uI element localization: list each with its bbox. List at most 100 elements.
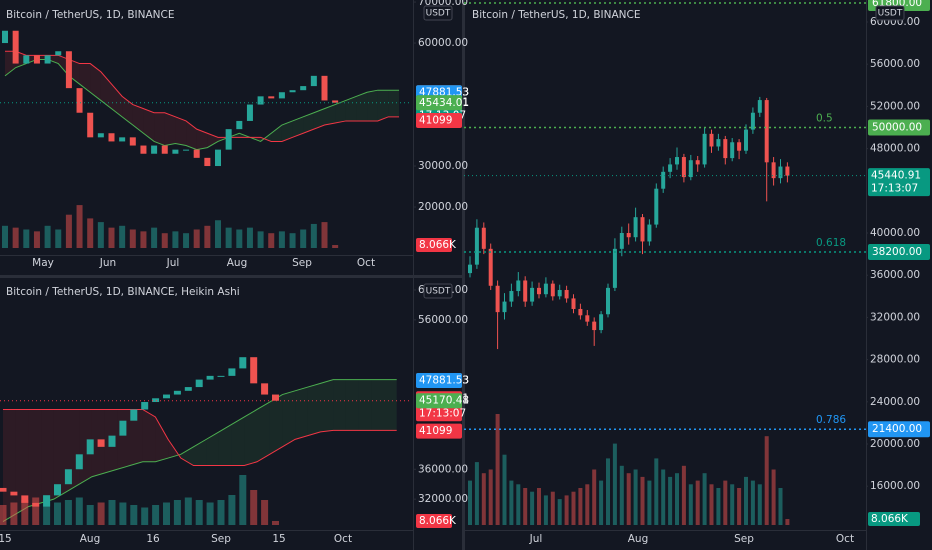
candle-body xyxy=(654,188,659,225)
volume-bar xyxy=(757,484,762,525)
candle-body xyxy=(675,157,679,165)
candle-body xyxy=(564,289,569,299)
price-tag-label: 21400.00 xyxy=(872,423,922,435)
cloud-fill xyxy=(196,129,208,150)
x-tick-label: Sep xyxy=(211,533,231,545)
candle-body xyxy=(481,227,486,249)
y-tick-label: 28000.00 xyxy=(870,354,920,366)
volume-bar xyxy=(21,500,29,525)
candle-body xyxy=(785,166,790,176)
pane xyxy=(0,357,397,525)
cloud-fill xyxy=(142,409,156,462)
candle-body xyxy=(502,301,507,313)
fib-level: 0.5 xyxy=(816,113,833,125)
cloud-fill xyxy=(186,120,197,150)
volume-bar xyxy=(310,223,317,248)
volume-bar xyxy=(54,502,61,525)
volume-tag xyxy=(868,512,920,527)
candle-body xyxy=(716,139,721,147)
price-tag-label: 41099 xyxy=(419,425,452,437)
candle-body xyxy=(578,308,583,316)
volume-bar xyxy=(564,495,569,525)
volume-bar xyxy=(300,229,307,248)
volume-bar xyxy=(33,231,40,248)
pane-title: Bitcoin / TetherUS, 1D, BINANCE xyxy=(472,9,640,21)
volume-bar xyxy=(675,473,679,525)
pane xyxy=(2,30,400,248)
price-tag xyxy=(868,243,930,260)
cloud-fill xyxy=(231,416,245,466)
volume-bar xyxy=(172,231,179,248)
candle-body xyxy=(108,435,116,447)
cloud-fill xyxy=(100,71,112,109)
x-tick-label: Aug xyxy=(628,533,649,545)
candle-body xyxy=(268,96,275,99)
currency-box xyxy=(423,283,453,299)
volume-bar xyxy=(10,502,18,525)
cloud-fill xyxy=(28,409,42,507)
cloud-fill xyxy=(377,90,389,121)
price-tag-label: 45170.48 xyxy=(419,395,469,407)
candle-body xyxy=(626,233,631,238)
price-tag xyxy=(416,372,462,388)
candle-body xyxy=(32,502,40,507)
volume-tag-label: 8.066K xyxy=(419,515,457,527)
candle-body xyxy=(612,248,617,288)
candle-body xyxy=(97,133,104,138)
candle-body xyxy=(75,454,83,470)
volume-bar xyxy=(225,227,232,248)
candle-body xyxy=(151,145,158,154)
candle-body xyxy=(744,129,748,151)
x-tick-label: Oct xyxy=(357,257,375,269)
candle-body xyxy=(571,298,576,309)
candle-body xyxy=(204,157,211,167)
volume-bar xyxy=(626,473,631,525)
candle-body xyxy=(530,287,535,302)
y-tick-label: 48000.00 xyxy=(870,143,920,155)
fib-level: 0.618 xyxy=(816,237,846,249)
price-tag-label: 38200.00 xyxy=(872,246,922,258)
volume-bar xyxy=(119,225,126,248)
x-tick-label: Jun xyxy=(99,257,116,269)
candle-body xyxy=(172,149,179,154)
volume-bar xyxy=(239,475,247,525)
y-tick-label: 32000.00 xyxy=(870,311,920,323)
y-tick-label: 36000.00 xyxy=(870,269,920,281)
candle-body xyxy=(633,217,638,238)
volume-bar xyxy=(723,480,728,525)
indicator-line xyxy=(2,379,397,522)
cloud-fill xyxy=(295,387,308,440)
cloud-fill xyxy=(175,116,187,146)
candle-body xyxy=(10,491,18,496)
candle-body xyxy=(65,51,72,89)
volume-bar xyxy=(184,497,192,525)
candle-body xyxy=(236,120,243,130)
candle-body xyxy=(119,420,127,436)
candle-body xyxy=(723,139,728,159)
volume-bar xyxy=(633,469,638,525)
candle-body xyxy=(599,314,604,331)
volume-bar xyxy=(193,229,200,248)
cloud-fill xyxy=(307,383,321,436)
volume-bar xyxy=(204,225,211,248)
cloud-fill xyxy=(257,402,270,462)
volume-bar xyxy=(55,229,62,248)
candle-body xyxy=(730,142,735,159)
volume-bar xyxy=(619,465,624,525)
volume-bar xyxy=(289,233,296,248)
volume-bar xyxy=(557,499,562,525)
candle-body xyxy=(332,100,339,103)
candle-body xyxy=(737,142,742,151)
countdown: 17:13:07 xyxy=(419,408,466,420)
y-tick-label: 24000.00 xyxy=(870,396,920,408)
candle-body xyxy=(516,280,521,292)
x-tick-label: 16 xyxy=(146,533,160,545)
candle-body xyxy=(0,487,7,492)
candle-body xyxy=(12,30,19,64)
x-tick-label: 15 xyxy=(0,533,12,545)
volume-bar xyxy=(163,502,170,525)
candle-body xyxy=(640,217,645,242)
y-tick-label: 40000.00 xyxy=(870,227,920,239)
volume-bar xyxy=(509,480,514,525)
volume-bar xyxy=(12,227,19,248)
